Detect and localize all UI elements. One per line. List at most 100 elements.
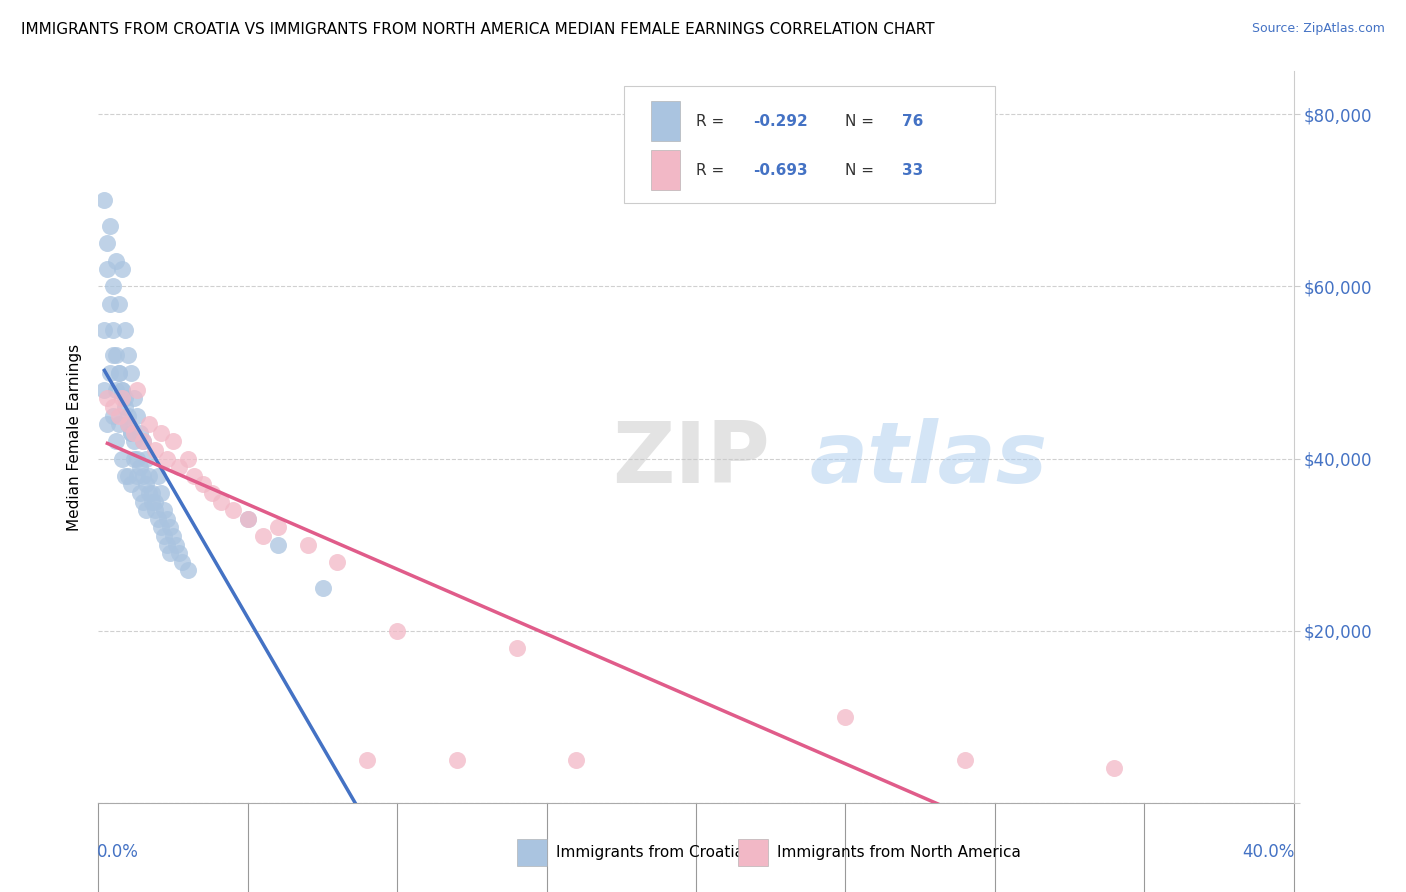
Point	[834, 710, 856, 724]
Point	[103, 279, 125, 293]
Point	[98, 296, 122, 310]
Point	[565, 753, 588, 767]
Point	[135, 451, 157, 466]
Point	[209, 494, 232, 508]
Point	[132, 434, 155, 449]
Point	[143, 442, 166, 457]
Point	[105, 383, 128, 397]
Text: N =: N =	[845, 162, 879, 178]
Point	[105, 348, 128, 362]
Point	[356, 753, 378, 767]
Point	[96, 417, 118, 432]
Point	[141, 494, 163, 508]
Point	[150, 425, 173, 440]
Point	[150, 520, 173, 534]
Point	[138, 486, 160, 500]
Point	[111, 451, 134, 466]
Point	[153, 503, 176, 517]
Point	[120, 477, 142, 491]
Point	[385, 624, 409, 638]
Point	[96, 392, 118, 406]
Point	[105, 434, 128, 449]
Point	[108, 366, 131, 380]
Point	[148, 512, 170, 526]
Point	[103, 409, 125, 423]
Point	[111, 383, 134, 397]
Text: Source: ZipAtlas.com: Source: ZipAtlas.com	[1251, 22, 1385, 36]
Text: Immigrants from North America: Immigrants from North America	[778, 845, 1021, 860]
Text: -0.292: -0.292	[754, 113, 808, 128]
Text: R =: R =	[696, 162, 730, 178]
Point	[159, 520, 181, 534]
Text: 76: 76	[901, 113, 922, 128]
Point	[103, 400, 125, 414]
Point	[252, 529, 274, 543]
Point	[132, 434, 155, 449]
Point	[143, 494, 166, 508]
Point	[120, 366, 142, 380]
Bar	[738, 839, 768, 866]
Text: 0.0%: 0.0%	[97, 843, 139, 861]
Point	[117, 409, 139, 423]
Point	[141, 486, 163, 500]
Text: 40.0%: 40.0%	[1243, 843, 1295, 861]
Point	[117, 417, 139, 432]
Text: ZIP: ZIP	[613, 417, 770, 500]
Point	[236, 512, 259, 526]
Text: R =: R =	[696, 113, 730, 128]
Point	[506, 640, 529, 655]
Point	[93, 194, 115, 208]
Point	[129, 486, 152, 500]
Text: Immigrants from Croatia: Immigrants from Croatia	[557, 845, 744, 860]
Point	[953, 753, 976, 767]
Point	[138, 417, 160, 432]
Point	[108, 296, 131, 310]
Point	[135, 477, 157, 491]
Point	[236, 512, 259, 526]
Point	[267, 520, 290, 534]
Point	[124, 434, 146, 449]
Text: N =: N =	[845, 113, 879, 128]
Point	[111, 383, 134, 397]
Point	[127, 451, 149, 466]
Text: 33: 33	[901, 162, 922, 178]
Point	[103, 348, 125, 362]
Bar	[517, 839, 547, 866]
Text: IMMIGRANTS FROM CROATIA VS IMMIGRANTS FROM NORTH AMERICA MEDIAN FEMALE EARNINGS : IMMIGRANTS FROM CROATIA VS IMMIGRANTS FR…	[21, 22, 935, 37]
Point	[120, 425, 142, 440]
Point	[129, 460, 152, 475]
Point	[108, 366, 131, 380]
Y-axis label: Median Female Earnings: Median Female Earnings	[67, 343, 83, 531]
Point	[103, 322, 125, 336]
Point	[148, 468, 170, 483]
Point	[135, 503, 157, 517]
Point	[177, 451, 200, 466]
Point	[201, 486, 224, 500]
Point	[127, 383, 149, 397]
Point	[127, 409, 149, 423]
Point	[150, 486, 173, 500]
Point	[114, 400, 136, 414]
Point	[108, 409, 131, 423]
Point	[162, 434, 184, 449]
Point	[183, 468, 205, 483]
Point	[143, 503, 166, 517]
Point	[96, 236, 118, 251]
Point	[105, 253, 128, 268]
Point	[156, 538, 179, 552]
Point	[311, 581, 333, 595]
Point	[93, 322, 115, 336]
Point	[159, 546, 181, 560]
Point	[267, 538, 290, 552]
Point	[222, 503, 245, 517]
Point	[120, 425, 142, 440]
Point	[156, 451, 179, 466]
Point	[165, 538, 187, 552]
Point	[117, 348, 139, 362]
Point	[167, 546, 190, 560]
Point	[167, 460, 190, 475]
Point	[124, 451, 146, 466]
Point	[98, 219, 122, 234]
Point	[297, 538, 319, 552]
Point	[93, 383, 115, 397]
